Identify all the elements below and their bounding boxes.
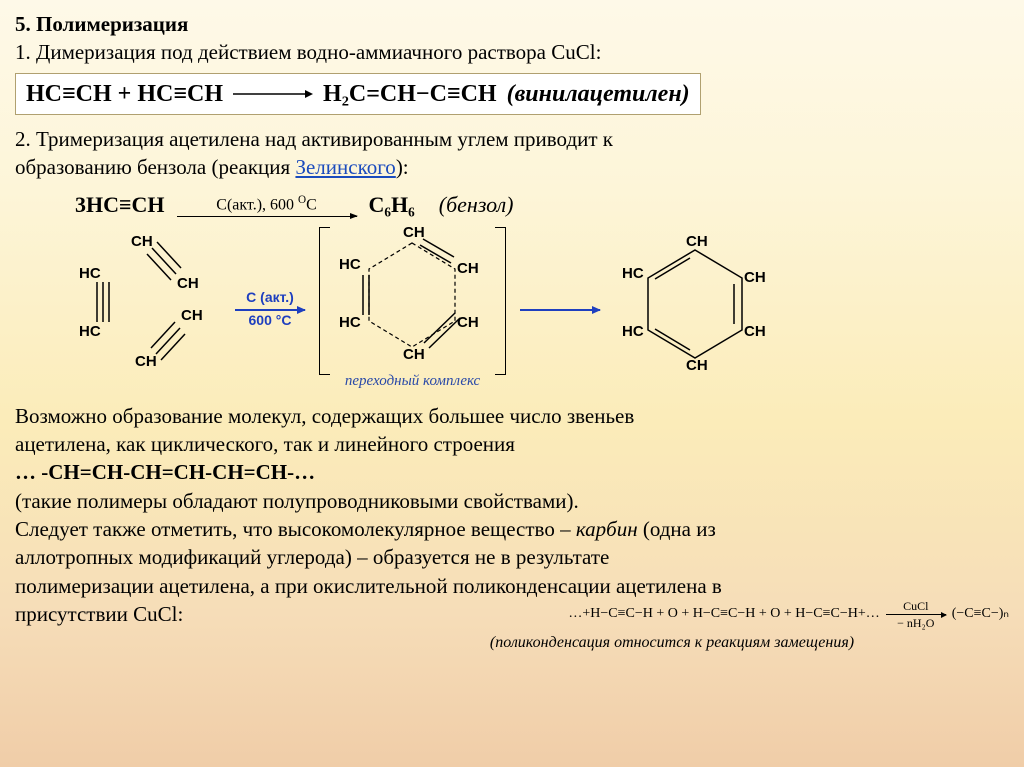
sec1-intro: 1. Димеризация под действием водно-аммиа… bbox=[15, 38, 1009, 66]
d-cond-top: С (акт.) bbox=[246, 288, 294, 307]
eq2-cond-sup: O bbox=[298, 194, 306, 206]
h2-l3: CH bbox=[457, 313, 479, 333]
benzene-diagram: CH CH CH CH HC HC С (акт.) 600 °C CH CH bbox=[65, 225, 1009, 391]
zelinsky-link[interactable]: Зелинского bbox=[295, 155, 395, 179]
eq2-rhs: C₆H₆ bbox=[369, 190, 415, 220]
eq1-label: (винилацетилен) bbox=[507, 78, 690, 110]
h1-l4: CH bbox=[135, 352, 157, 372]
footnote: (поликонденсация относится к реакциям за… bbox=[335, 632, 1009, 654]
eq1-arrow bbox=[233, 88, 313, 100]
eq2-lhs: 3HC≡CH bbox=[75, 190, 165, 220]
polyeq-rhs: (−C≡C−)ₙ bbox=[952, 605, 1009, 624]
polymer-chain: … -СН=СН-СН=СН-СН=СН-… bbox=[15, 458, 1009, 486]
polycondensation-eq: …+H−C≡C−H + O + H−C≡C−H + O + H−C≡C−H+… … bbox=[568, 598, 1009, 631]
equation-1-box: HC≡CH + HC≡CH H₂C=CH−C≡CH (винилацетилен… bbox=[15, 73, 701, 115]
p3: (такие полимеры обладают полупроводников… bbox=[15, 487, 1009, 515]
h2-l4: CH bbox=[403, 345, 425, 365]
h3-l6: HC bbox=[622, 264, 644, 284]
h2-l2: CH bbox=[457, 259, 479, 279]
diagram-arrow-2 bbox=[520, 307, 600, 311]
sec2-intro-line1: 2. Тримеризация ацетилена над активирова… bbox=[15, 125, 1009, 153]
sec2-intro-b: образованию бензола (реакция bbox=[15, 155, 295, 179]
paragraph-block: Возможно образование молекул, содержащих… bbox=[15, 402, 1009, 654]
h1-l5: HC bbox=[79, 322, 101, 342]
eq2-cond-after: C bbox=[306, 196, 317, 213]
equation-2: 3HC≡CH C(акт.), 600 OC C₆H₆ (бензол) bbox=[75, 190, 1009, 220]
d-cond-bot: 600 °C bbox=[249, 311, 292, 330]
h1-l3: CH bbox=[181, 306, 203, 326]
sec2-intro-c: ): bbox=[396, 155, 409, 179]
p6: полимеризации ацетилена, а при окислител… bbox=[15, 572, 1009, 600]
h3-l5: HC bbox=[622, 322, 644, 342]
hex3: CH CH CH CH HC HC bbox=[620, 234, 770, 384]
h3-l3: CH bbox=[744, 322, 766, 342]
sec2-intro-line2: образованию бензола (реакция Зелинского)… bbox=[15, 153, 1009, 181]
h1-l2: CH bbox=[177, 274, 199, 294]
polyeq-bot: − nH₂O bbox=[897, 615, 934, 631]
p2: ацетилена, как циклического, так и линей… bbox=[15, 430, 1009, 458]
eq2-cond: C(акт.), 600 bbox=[216, 196, 298, 213]
p1: Возможно образование молекул, содержащих… bbox=[15, 402, 1009, 430]
h2-l5: HC bbox=[339, 313, 361, 333]
h2-l6: HC bbox=[339, 255, 361, 275]
hex1: CH CH CH CH HC HC bbox=[65, 234, 215, 384]
h1-l6: HC bbox=[79, 264, 101, 284]
eq1-lhs: HC≡CH + HC≡CH bbox=[26, 78, 223, 110]
p7-row: присутствии CuCl: …+H−C≡C−H + O + H−C≡C−… bbox=[15, 600, 1009, 628]
p4a: Следует также отметить, что высокомолеку… bbox=[15, 517, 576, 541]
eq1-rhs: H₂C=CH−C≡CH bbox=[323, 78, 497, 110]
polyeq-arrow: CuCl − nH₂O bbox=[886, 598, 946, 631]
p4: Следует также отметить, что высокомолеку… bbox=[15, 515, 1009, 543]
h3-l4: CH bbox=[686, 356, 708, 376]
polyeq-lhs: …+H−C≡C−H + O + H−C≡C−H + O + H−C≡C−H+… bbox=[568, 605, 879, 624]
hex2: CH CH CH CH HC HC bbox=[325, 225, 500, 375]
eq2-label: (бензол) bbox=[439, 190, 514, 220]
polyeq-top: CuCl bbox=[903, 598, 928, 614]
h2-l1: CH bbox=[403, 223, 425, 243]
p7: присутствии CuCl: bbox=[15, 602, 183, 626]
eq2-arrow bbox=[177, 216, 357, 217]
eq2-arrow-block: C(акт.), 600 OC bbox=[177, 193, 357, 217]
p4-italic: карбин bbox=[576, 517, 638, 541]
diagram-arrow-1: С (акт.) 600 °C bbox=[235, 288, 305, 330]
p5: аллотропных модификаций углерода) – обра… bbox=[15, 543, 1009, 571]
h3-l2: CH bbox=[744, 268, 766, 288]
h1-l1: CH bbox=[131, 232, 153, 252]
h3-l1: CH bbox=[686, 232, 708, 252]
section-title: 5. Полимеризация bbox=[15, 10, 1009, 38]
p4b: (одна из bbox=[638, 517, 716, 541]
